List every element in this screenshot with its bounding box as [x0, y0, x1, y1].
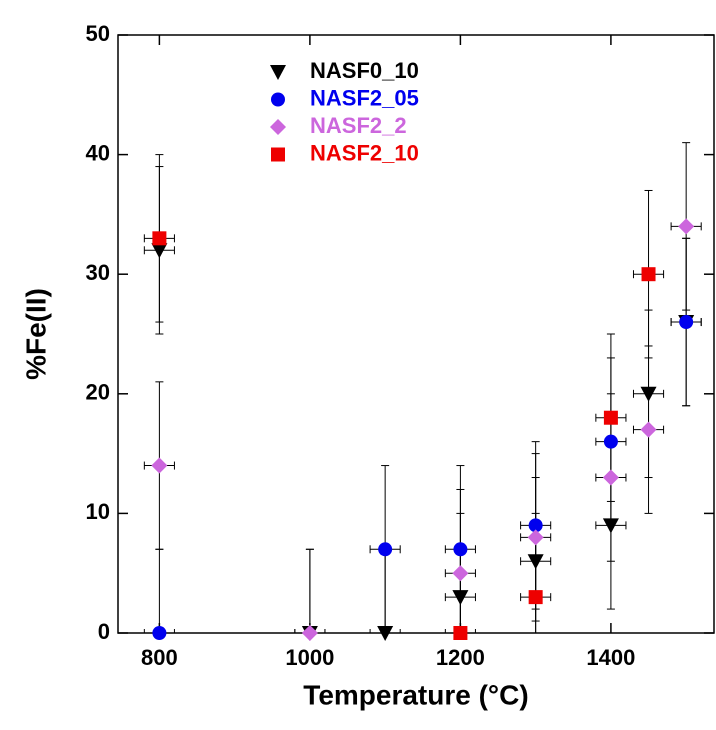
x-error-bar	[369, 629, 401, 633]
marker	[602, 518, 619, 534]
marker	[378, 542, 393, 557]
marker	[377, 626, 394, 641]
y-axis-label: %Fe(II)	[20, 288, 51, 380]
legend-label: NASF2_2	[310, 113, 407, 138]
legend-label: NASF2_10	[310, 140, 419, 165]
error-bar	[305, 548, 314, 633]
marker	[453, 626, 468, 640]
x-tick-label: 1000	[285, 645, 334, 670]
marker	[528, 590, 543, 605]
marker	[603, 434, 618, 449]
marker	[527, 529, 544, 546]
y-tick-label: 0	[98, 619, 110, 644]
marker	[271, 92, 285, 107]
marker	[270, 65, 286, 80]
marker	[151, 243, 168, 259]
marker	[679, 315, 694, 330]
y-tick-label: 20	[86, 380, 110, 405]
legend-label: NASF0_10	[310, 58, 419, 83]
x-error-bar	[143, 629, 175, 633]
marker	[527, 554, 544, 570]
x-tick-label: 1400	[586, 645, 635, 670]
marker	[641, 267, 656, 282]
x-error-bar	[294, 629, 326, 633]
x-tick-label: 800	[141, 645, 178, 670]
marker	[151, 457, 168, 474]
x-axis-label: Temperature (°C)	[303, 679, 528, 710]
plot-frame	[117, 34, 715, 634]
y-tick-label: 30	[86, 260, 110, 285]
marker	[640, 386, 657, 402]
marker	[152, 231, 167, 246]
marker	[452, 565, 469, 582]
y-tick-label: 50	[86, 21, 110, 46]
marker	[528, 518, 543, 533]
x-tick-label: 1200	[436, 645, 485, 670]
error-bars	[143, 142, 702, 633]
marker	[602, 469, 619, 486]
marker	[678, 218, 695, 235]
marker	[640, 421, 657, 438]
y-tick-label: 40	[86, 140, 110, 165]
legend-label: NASF2_05	[310, 85, 419, 110]
marker	[271, 147, 285, 162]
marker	[452, 590, 469, 606]
marker	[453, 542, 468, 557]
x-error-bar	[444, 629, 476, 633]
y-tick-label: 10	[86, 499, 110, 524]
marker	[603, 410, 618, 425]
marker	[152, 626, 167, 640]
marker	[301, 625, 318, 641]
marker	[270, 119, 286, 135]
